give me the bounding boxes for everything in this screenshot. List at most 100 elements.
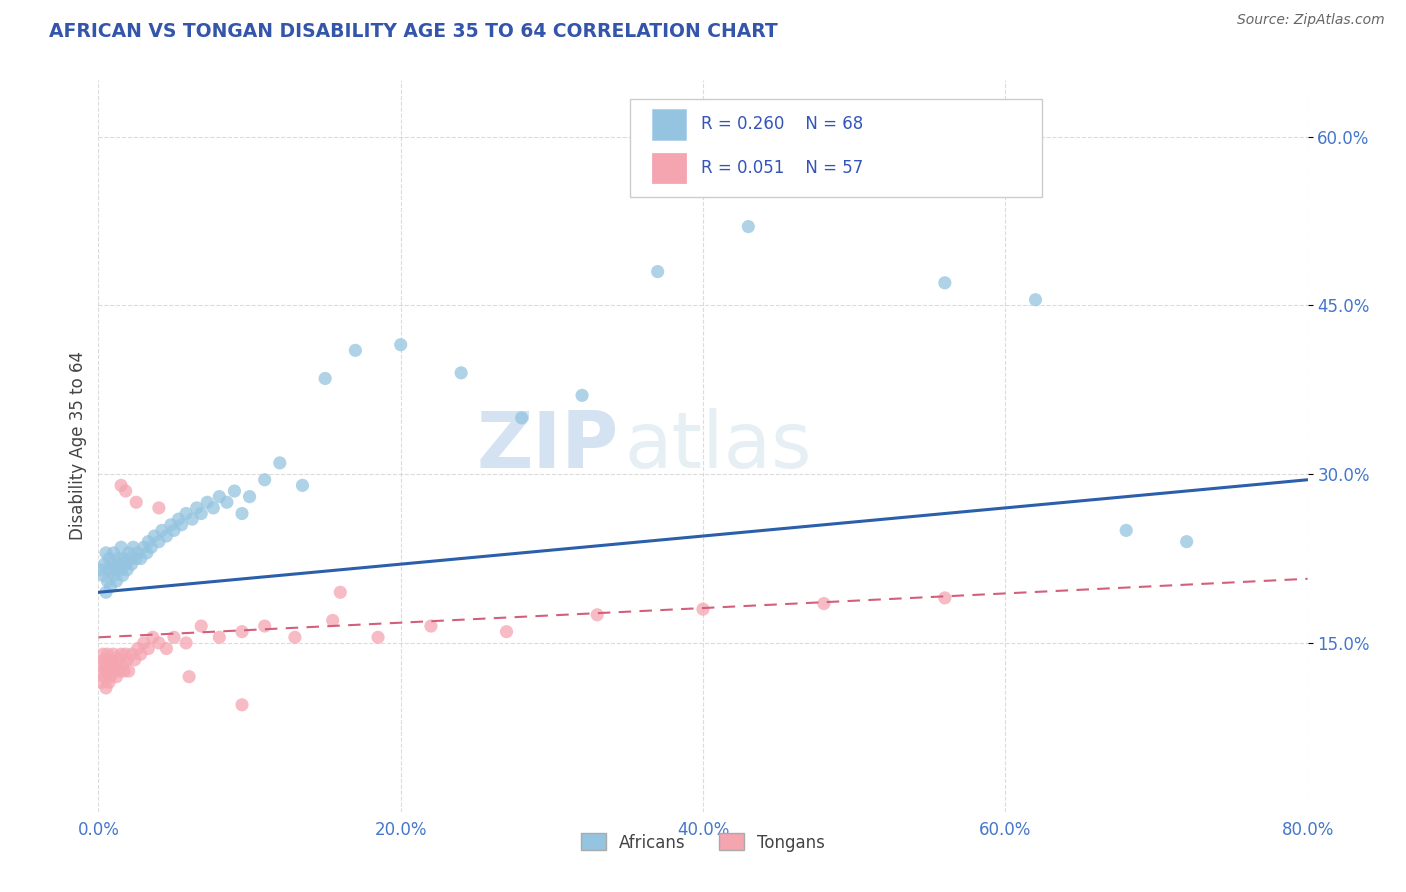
Point [143,529,166,543]
Text: R = 0.051    N = 57: R = 0.051 N = 57 [700,159,863,177]
Point [186,500,208,515]
Y-axis label: Disability Age 35 to 64: Disability Age 35 to 64 [69,351,87,541]
Point [132,541,155,555]
Point [253,473,276,487]
Point [125,495,148,509]
Point [179,670,201,684]
Point [148,500,170,515]
Point [118,546,141,560]
Point [110,647,132,661]
Point [215,495,238,509]
Point [163,630,186,644]
Point [101,557,124,571]
Point [98,563,121,577]
Point [813,597,835,611]
Point [1024,293,1046,307]
Point [314,371,336,385]
Point [1115,524,1137,538]
Point [100,658,122,673]
Point [692,602,714,616]
Point [329,585,352,599]
Point [190,619,212,633]
Point [344,343,367,358]
Point [93,557,115,571]
Point [239,490,262,504]
Point [114,483,136,498]
Point [118,664,141,678]
Point [322,614,344,628]
Point [155,641,177,656]
Point [91,647,114,661]
Point [103,664,125,678]
Point [190,507,212,521]
Point [107,653,129,667]
Point [121,647,143,661]
Point [111,658,134,673]
Bar [652,109,686,139]
Point [571,388,593,402]
Point [163,524,186,538]
Point [291,478,314,492]
Point [125,551,148,566]
Point [98,551,121,566]
Point [96,647,118,661]
Point [208,490,231,504]
Point [737,219,759,234]
Point [105,670,128,684]
Point [108,664,131,678]
Point [934,591,956,605]
Point [231,624,253,639]
Point [141,541,163,555]
Point [170,517,193,532]
Point [284,630,307,644]
Text: ZIP: ZIP [477,408,619,484]
Point [104,658,127,673]
Point [148,636,170,650]
Point [934,276,956,290]
Point [94,658,117,673]
Point [224,483,246,498]
Point [91,568,114,582]
Point [586,607,609,622]
Point [114,557,136,571]
Text: Source: ZipAtlas.com: Source: ZipAtlas.com [1237,13,1385,28]
Point [844,175,866,189]
Point [150,524,173,538]
Point [103,568,125,582]
Point [115,653,138,667]
Point [135,546,157,560]
Point [129,647,152,661]
Point [208,630,231,644]
Point [136,641,159,656]
Point [124,653,146,667]
Legend: Africans, Tongans: Africans, Tongans [574,827,832,858]
Point [420,619,443,633]
Point [142,630,165,644]
Point [96,664,118,678]
Point [101,653,124,667]
Point [110,478,132,492]
Point [110,541,132,555]
Point [127,641,149,656]
Bar [652,153,686,184]
Point [269,456,291,470]
Point [112,551,135,566]
Point [231,698,253,712]
Point [111,568,134,582]
Point [93,670,115,684]
Point [108,557,131,571]
Point [174,507,197,521]
Point [129,551,152,566]
Point [195,495,218,509]
Point [148,534,170,549]
Point [98,675,121,690]
Point [114,647,136,661]
Text: atlas: atlas [624,408,811,484]
Point [94,681,117,695]
Point [495,624,517,639]
Point [122,541,145,555]
Point [91,664,114,678]
Point [115,563,138,577]
Point [155,529,177,543]
Point [132,636,155,650]
